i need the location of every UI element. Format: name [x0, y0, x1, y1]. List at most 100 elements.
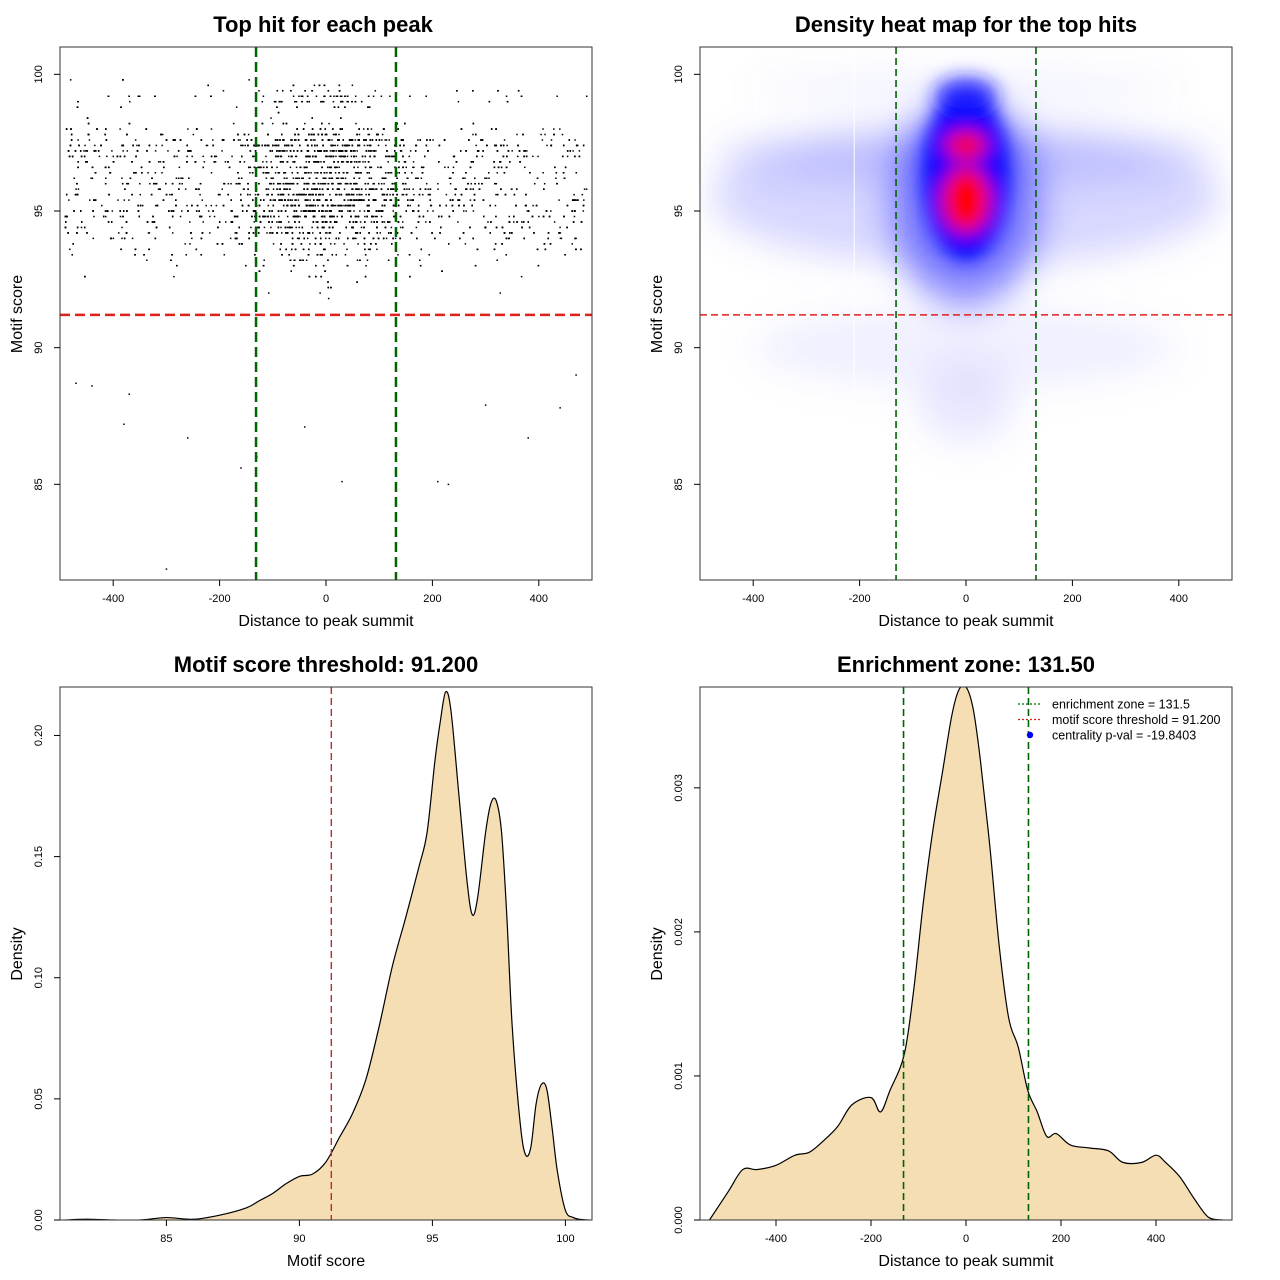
- point: [391, 155, 393, 158]
- point: [373, 150, 376, 152]
- point: [315, 275, 317, 278]
- point: [300, 193, 302, 196]
- point: [338, 90, 341, 92]
- point: [109, 172, 111, 174]
- point: [272, 188, 275, 190]
- point: [122, 215, 124, 218]
- point: [308, 193, 310, 196]
- point: [356, 232, 359, 234]
- point: [583, 188, 586, 190]
- point: [228, 166, 231, 169]
- point: [294, 100, 296, 103]
- point: [247, 204, 250, 207]
- point: [319, 232, 321, 234]
- point: [327, 182, 330, 185]
- point: [116, 155, 119, 158]
- point: [83, 226, 86, 229]
- point: [273, 100, 276, 103]
- point: [301, 177, 303, 179]
- point: [401, 221, 404, 223]
- point: [138, 144, 140, 147]
- point: [350, 199, 353, 201]
- point: [320, 150, 322, 152]
- point: [494, 182, 496, 185]
- point: [178, 182, 181, 185]
- point: [271, 122, 274, 125]
- point: [292, 84, 295, 87]
- point: [123, 155, 126, 158]
- point: [506, 100, 509, 103]
- point: [195, 188, 197, 190]
- point: [363, 226, 365, 229]
- point: [331, 150, 333, 152]
- point: [389, 199, 392, 201]
- point: [301, 100, 303, 103]
- point: [282, 150, 284, 152]
- point: [329, 193, 331, 196]
- point: [283, 188, 285, 190]
- point: [296, 182, 299, 185]
- point: [405, 166, 407, 169]
- point: [563, 215, 565, 218]
- point: [104, 210, 107, 212]
- point: [555, 177, 557, 179]
- point: [484, 226, 487, 229]
- point: [520, 275, 523, 278]
- point: [393, 182, 396, 185]
- point: [374, 199, 376, 201]
- point: [370, 221, 373, 223]
- point: [136, 144, 138, 147]
- point: [324, 95, 326, 97]
- point: [502, 155, 505, 158]
- point: [320, 161, 322, 163]
- point: [282, 161, 284, 163]
- point: [370, 243, 372, 245]
- point: [325, 155, 327, 158]
- point: [241, 210, 244, 212]
- point: [427, 193, 430, 196]
- point: [326, 199, 328, 201]
- point: [489, 232, 491, 234]
- point: [94, 199, 97, 201]
- point: [321, 210, 323, 212]
- point: [121, 237, 123, 240]
- point: [335, 193, 337, 196]
- point: [305, 204, 308, 207]
- point: [296, 237, 299, 240]
- point: [299, 166, 301, 169]
- point: [146, 259, 148, 261]
- point: [304, 210, 306, 212]
- point: [282, 204, 285, 207]
- point: [316, 199, 319, 201]
- point: [242, 144, 244, 147]
- point: [176, 155, 178, 158]
- point: [398, 161, 400, 163]
- point: [503, 139, 506, 141]
- point: [368, 199, 370, 201]
- point: [338, 182, 341, 185]
- point: [282, 139, 284, 141]
- point: [125, 232, 128, 234]
- point: [378, 139, 381, 141]
- point: [298, 95, 300, 97]
- point: [128, 122, 131, 125]
- point: [231, 210, 233, 212]
- point: [69, 248, 71, 251]
- point: [313, 215, 316, 218]
- point: [356, 188, 358, 190]
- point: [271, 221, 273, 223]
- point: [388, 232, 390, 234]
- point: [333, 95, 335, 97]
- point: [414, 177, 417, 179]
- point: [67, 150, 70, 152]
- point: [578, 155, 581, 158]
- point: [333, 106, 336, 108]
- point: [573, 210, 576, 212]
- point: [299, 259, 301, 261]
- point: [321, 215, 324, 218]
- point: [390, 226, 393, 229]
- point: [364, 188, 367, 190]
- point: [345, 204, 347, 207]
- point: [368, 188, 371, 190]
- point: [257, 232, 260, 234]
